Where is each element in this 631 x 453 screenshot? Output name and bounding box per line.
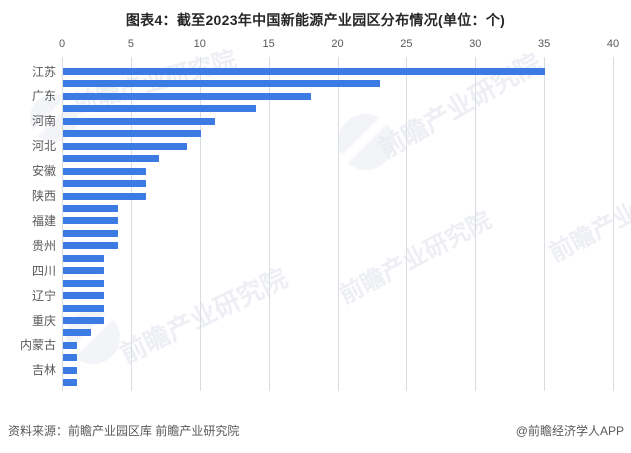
category-label-安徽: 安徽 [31,164,56,179]
x-axis-tick-5: 5 [127,38,134,50]
category-label-内蒙古: 内蒙古 [19,338,56,353]
category-label-河南: 河南 [31,114,56,129]
category-label-广东: 广东 [31,89,56,104]
category-label-河北: 河北 [31,139,56,154]
bar-贵州 [63,242,119,250]
watermark-text: 前瞻产业研究院 [373,47,547,165]
category-label-江苏: 江苏 [31,64,56,79]
watermark-logo-icon [338,114,394,170]
bar-row-26 [63,379,77,387]
gridline-x-15 [268,57,270,391]
watermark-text: 前瞻产业研究院 [334,206,496,310]
bar-row-2 [63,80,380,88]
bar-row-22 [63,329,91,337]
bar-河南 [63,117,215,125]
gridline-x-10 [199,57,201,391]
bar-row-16 [63,254,105,262]
category-label-贵州: 贵州 [31,238,56,253]
credit-note: @前瞻经济学人APP [515,424,624,438]
gridline-x-25 [406,57,408,391]
bar-四川 [63,267,105,275]
gridline-x-5 [130,57,132,391]
x-axis-tick-0: 0 [58,38,66,50]
x-axis-tick-15: 15 [262,38,275,50]
watermark-text: 前瞻产业研究院 [115,262,293,370]
source-note: 资料来源：前瞻产业园区库 前瞻产业研究院 [8,424,240,438]
bar-福建 [63,217,119,225]
x-axis-tick-30: 30 [469,38,482,50]
gridline-x-35 [544,57,546,391]
category-label-四川: 四川 [31,263,56,278]
x-axis-tick-25: 25 [400,38,413,50]
gridline-x-20 [337,57,339,391]
x-axis-tick-10: 10 [193,38,206,50]
gridline-x-30 [475,57,477,391]
bar-row-4 [63,105,256,113]
bar-row-10 [63,180,146,188]
x-axis-tick-20: 20 [331,38,344,50]
gridline-x-40 [613,57,614,391]
bar-row-8 [63,155,160,163]
category-label-吉林: 吉林 [31,363,56,378]
bar-广东 [63,92,311,100]
category-label-福建: 福建 [31,213,56,228]
x-axis-tick-35: 35 [538,38,551,50]
bar-辽宁 [63,292,105,300]
category-label-辽宁: 辽宁 [31,288,56,303]
x-axis-tick-40: 40 [606,38,620,50]
bar-row-24 [63,354,77,362]
chart-title: 图表4：截至2023年中国新能源产业园区分布情况(单位：个) [125,12,506,28]
bar-重庆 [63,317,105,324]
bar-row-6 [63,130,201,138]
bar-江苏 [63,68,546,75]
watermark-text: 前瞻产业研究院 [544,164,631,268]
bar-row-12 [63,204,119,212]
category-label-重庆: 重庆 [31,313,56,328]
bar-安徽 [63,167,146,175]
bar-吉林 [63,366,77,374]
category-label-陕西: 陕西 [31,189,56,203]
bar-河北 [63,142,187,150]
bar-row-14 [63,229,119,237]
bar-陕西 [63,192,146,200]
gridline-x-0 [62,57,63,391]
bar-row-18 [63,279,105,287]
bar-内蒙古 [63,341,77,349]
bar-row-20 [63,304,105,312]
